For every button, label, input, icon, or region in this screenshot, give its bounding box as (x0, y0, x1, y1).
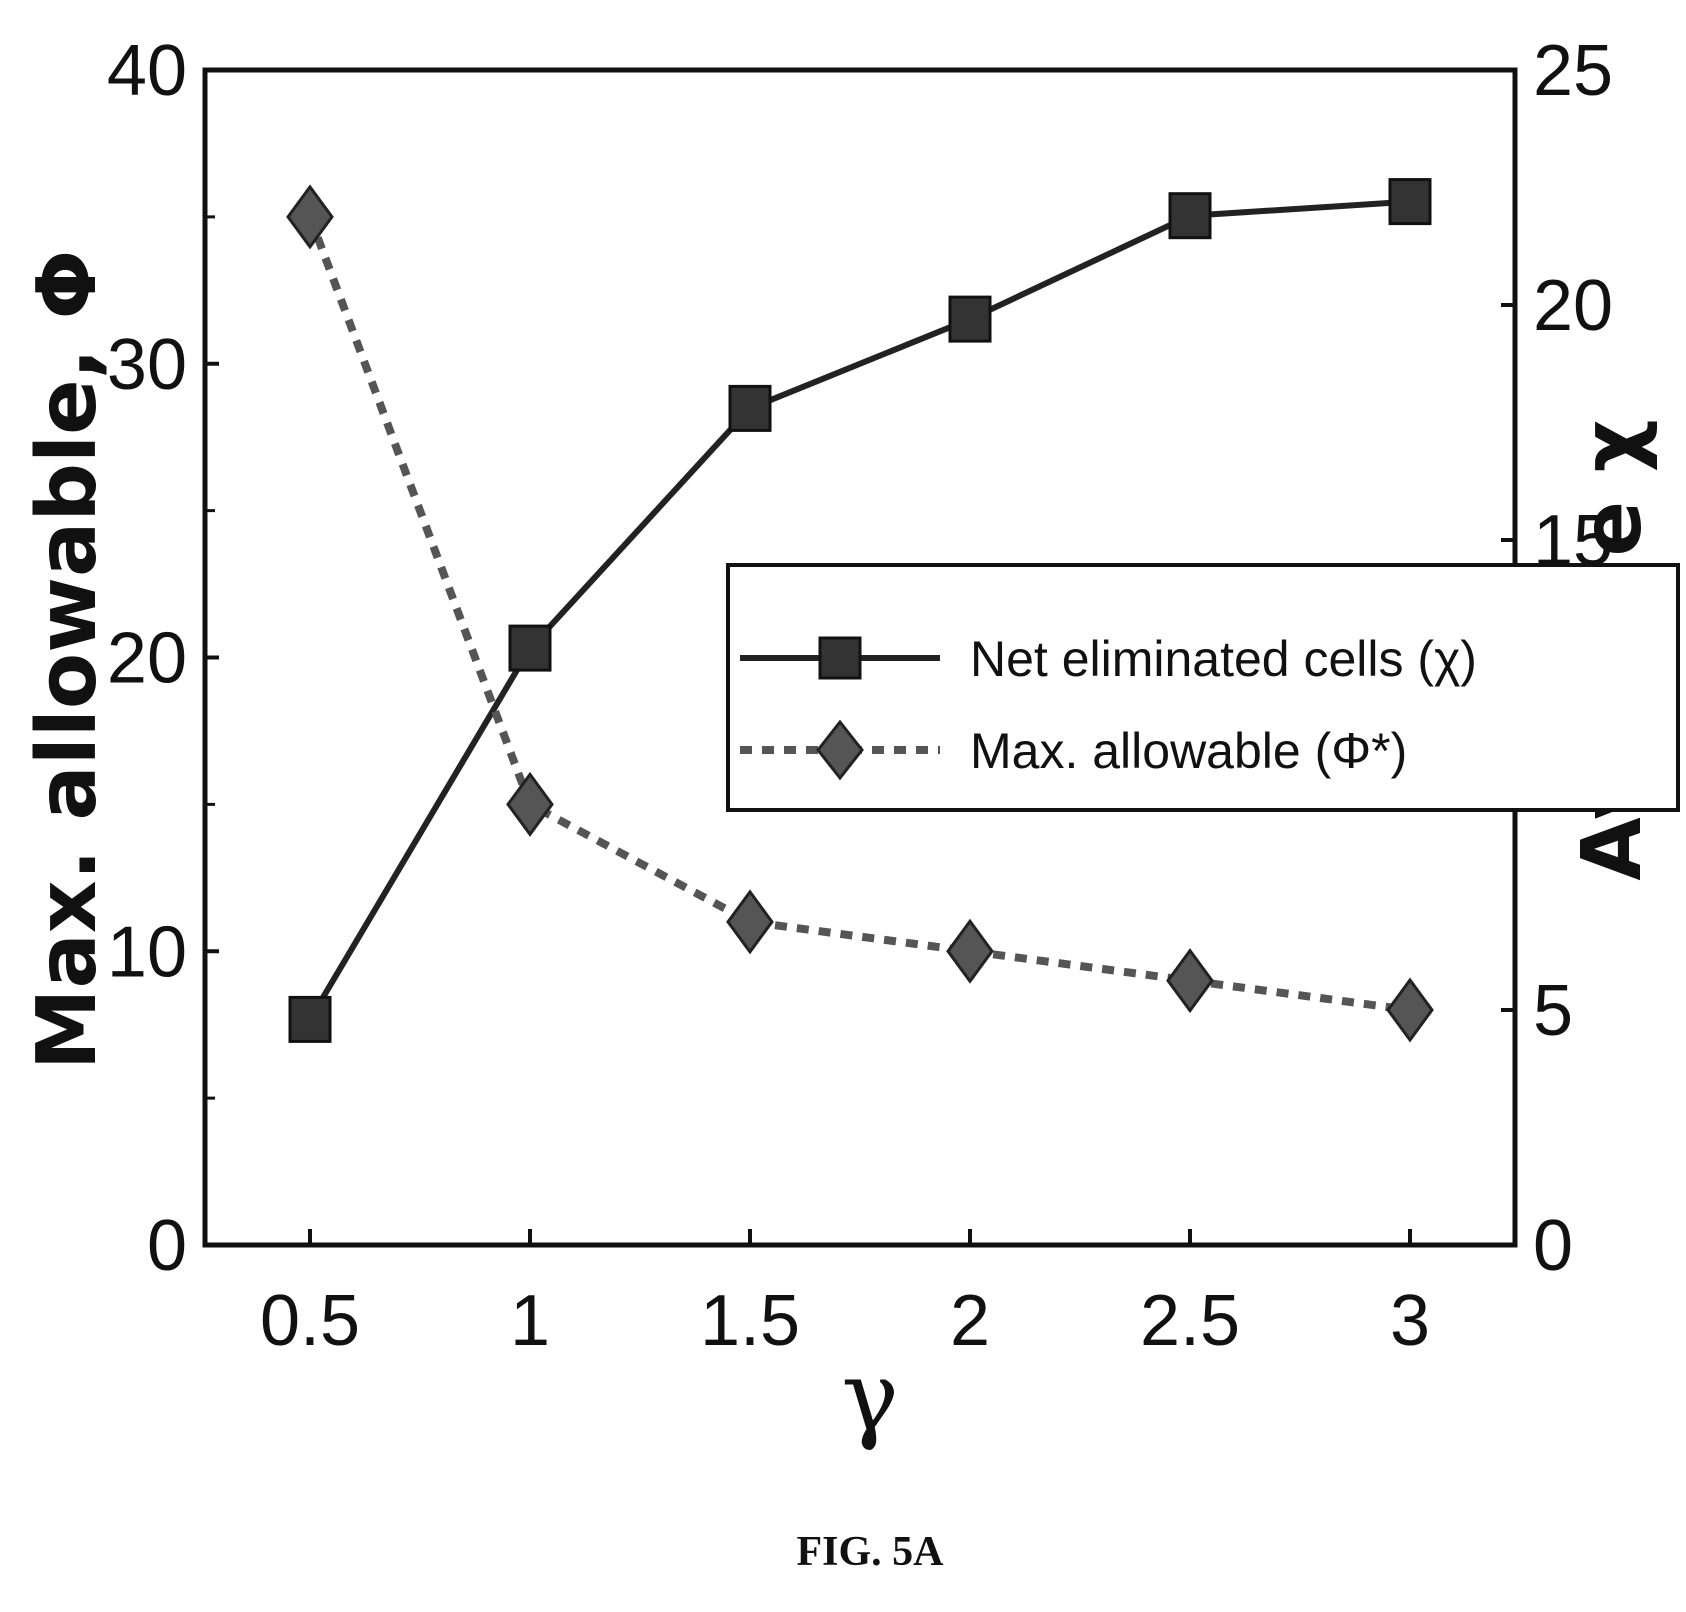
data-point-phi (1166, 948, 1214, 1014)
series-line-chi (307, 198, 1411, 1021)
y-right-tick-label: 20 (1533, 266, 1613, 346)
y-right-tick-label: 0 (1533, 1206, 1573, 1286)
x-tick-label: 2.5 (1140, 1281, 1240, 1361)
data-point-chi (948, 295, 992, 343)
data-point-chi (728, 384, 772, 432)
legend-label-chi: Net eliminated cells (χ) (970, 631, 1477, 687)
data-point-chi (288, 995, 332, 1043)
data-point-chi (1388, 178, 1432, 226)
y-axis-left-label: Max. allowable, Φ (20, 250, 115, 1070)
x-tick-label: 1 (510, 1281, 550, 1361)
legend-label-phi: Max. allowable (Φ*) (970, 723, 1407, 779)
data-point-phi (1386, 977, 1434, 1043)
legend-box (726, 563, 1680, 812)
x-axis-ticks: 0.5 1 1.5 2 2.5 3 (260, 1229, 1430, 1361)
legend-marker-chi (818, 636, 862, 680)
data-point-chi (508, 624, 552, 672)
data-point-phi (946, 918, 994, 984)
left-axis-ticks: 0 10 20 30 40 (107, 31, 219, 1286)
x-tick-label: 1.5 (700, 1281, 800, 1361)
y-left-tick-label: 10 (107, 912, 187, 992)
figure-caption: FIG. 5A (797, 1529, 945, 1575)
y-left-tick-label: 0 (147, 1206, 187, 1286)
y-left-tick-label: 20 (107, 619, 187, 699)
data-point-phi (286, 184, 334, 250)
x-axis-label: γ (841, 1341, 898, 1453)
legend: Net eliminated cells (χ) Max. allowable … (726, 563, 1680, 812)
y-right-tick-label: 25 (1533, 31, 1613, 111)
y-left-tick-label: 30 (107, 325, 187, 405)
y-right-tick-label: 5 (1533, 971, 1573, 1051)
x-tick-label: 3 (1390, 1281, 1430, 1361)
y-left-tick-label: 40 (107, 31, 187, 111)
data-point-phi (726, 889, 774, 955)
x-tick-label: 2 (950, 1281, 990, 1361)
data-point-phi (506, 771, 554, 837)
data-point-chi (1168, 192, 1212, 240)
series-layer (286, 178, 1434, 1043)
legend-marker-phi (816, 719, 864, 781)
x-tick-label: 0.5 (260, 1281, 360, 1361)
